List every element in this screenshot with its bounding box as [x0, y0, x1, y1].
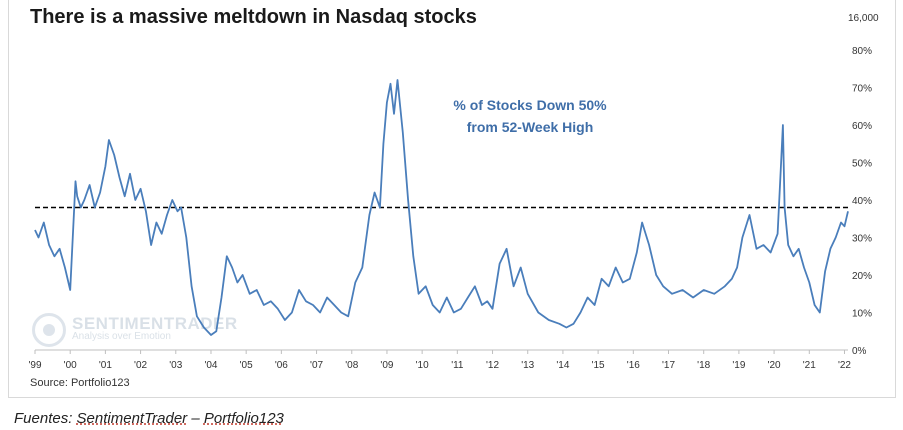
x-tick-label: '22 — [838, 360, 851, 371]
x-axis-ticks: '99 '00 '01 '02 '03 '04 '05 '06 '07 '08 '09 '10 '11 '… — [28, 350, 851, 371]
annotation-line-1: % of Stocks Down 50% — [453, 97, 607, 113]
x-tick-label: '17 — [662, 360, 675, 371]
x-tick-label: '15 — [592, 360, 605, 371]
sentimentrader-watermark: SENTIMENTRADER Analysis over Emotion — [32, 313, 238, 347]
x-tick-label: '19 — [732, 360, 745, 371]
top-right-axis-label: 16,000 — [848, 13, 879, 24]
x-tick-label: '03 — [169, 360, 182, 371]
x-tick-label: '18 — [697, 360, 710, 371]
chart-title: There is a massive meltdown in Nasdaq st… — [30, 6, 477, 28]
x-tick-label: '01 — [99, 360, 112, 371]
x-tick-label: '00 — [64, 360, 77, 371]
x-tick-label: '05 — [240, 360, 253, 371]
y-tick-label: 20% — [852, 271, 872, 282]
x-tick-label: '04 — [204, 360, 217, 371]
x-tick-label: '13 — [521, 360, 534, 371]
x-tick-label: '12 — [486, 360, 499, 371]
y-tick-label: 40% — [852, 196, 872, 207]
y-tick-label: 80% — [852, 46, 872, 57]
series-line — [34, 79, 849, 336]
x-tick-label: '14 — [556, 360, 569, 371]
x-tick-label: '20 — [768, 360, 781, 371]
y-tick-label: 60% — [852, 121, 872, 132]
x-tick-label: '21 — [803, 360, 816, 371]
x-tick-label: '06 — [275, 360, 288, 371]
x-tick-label: '07 — [310, 360, 323, 371]
chart-frame — [8, 0, 896, 398]
y-axis-ticks: 0% 10% 20% 30% 40% 50% 60% 70% 80% — [852, 46, 872, 357]
footer-credits: Fuentes: SentimentTrader – Portfolio123 — [14, 410, 284, 427]
x-tick-label: '11 — [451, 360, 464, 371]
y-tick-label: 10% — [852, 309, 872, 320]
x-tick-label: '99 — [28, 360, 41, 371]
x-tick-label: '10 — [416, 360, 429, 371]
y-tick-label: 30% — [852, 234, 872, 245]
y-tick-label: 0% — [852, 346, 867, 357]
x-tick-label: '08 — [345, 360, 358, 371]
chart-source: Source: Portfolio123 — [30, 377, 130, 389]
x-tick-label: '09 — [380, 360, 393, 371]
annotation-line-2: from 52-Week High — [466, 119, 594, 135]
watermark-logo-icon — [32, 313, 66, 347]
x-tick-label: '16 — [627, 360, 640, 371]
x-tick-label: '02 — [134, 360, 147, 371]
y-tick-label: 50% — [852, 159, 872, 170]
y-tick-label: 70% — [852, 84, 872, 95]
series-annotation: % of Stocks Down 50% from 52-Week High — [445, 94, 615, 138]
